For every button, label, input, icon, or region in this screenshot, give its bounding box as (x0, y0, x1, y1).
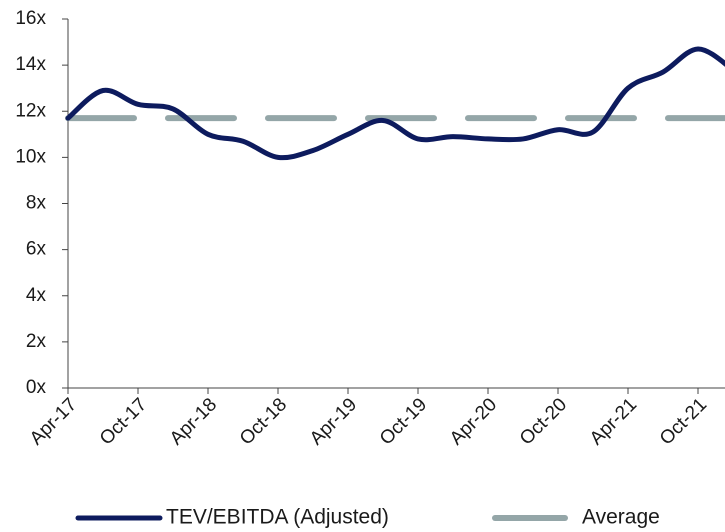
x-tick-label: Oct-20 (516, 394, 571, 449)
x-tick-label: Apr-19 (306, 394, 361, 449)
legend-label: Average (582, 506, 660, 529)
plot-area (65, 46, 725, 161)
y-tick-label: 12x (15, 100, 46, 121)
x-tick-label: Oct-18 (236, 394, 291, 449)
x-tick-label: Oct-19 (376, 394, 431, 449)
x-tick-label: Apr-20 (446, 394, 501, 449)
x-tick-label: Apr-18 (166, 394, 221, 449)
y-tick-label: 6x (26, 239, 47, 260)
x-tick-label: Oct-17 (96, 394, 151, 449)
y-tick-label: 10x (15, 146, 46, 167)
legend-label: TEV/EBITDA (Adjusted) (166, 506, 389, 529)
y-tick-label: 8x (26, 193, 47, 214)
y-tick-label: 0x (26, 377, 47, 398)
y-tick-label: 14x (15, 54, 46, 75)
y-tick-label: 4x (26, 285, 47, 306)
x-tick-label: Apr-21 (586, 394, 641, 449)
y-tick-label: 16x (15, 8, 46, 29)
x-tick-label: Oct-21 (656, 394, 711, 449)
y-tick-label: 2x (26, 331, 47, 352)
x-tick-label: Apr-17 (26, 394, 81, 449)
data-line (65, 46, 725, 161)
